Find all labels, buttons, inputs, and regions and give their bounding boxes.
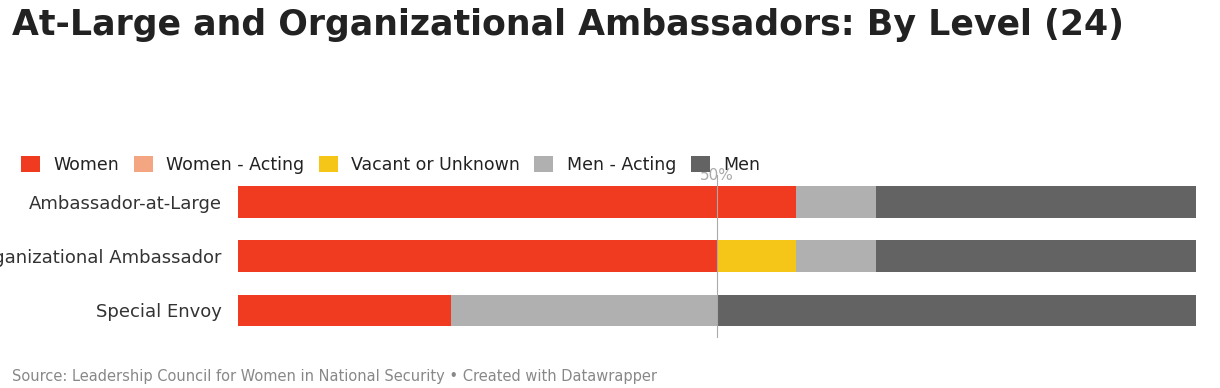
Bar <box>876 240 1196 272</box>
Bar <box>238 186 797 218</box>
Text: At-Large and Organizational Ambassadors: By Level (24): At-Large and Organizational Ambassadors:… <box>12 8 1124 42</box>
Bar <box>238 240 717 272</box>
Text: Source: Leadership Council for Women in National Security • Created with Datawra: Source: Leadership Council for Women in … <box>12 369 658 384</box>
Bar <box>717 240 797 272</box>
Bar <box>238 294 450 326</box>
Text: 50%: 50% <box>700 168 733 183</box>
Bar <box>717 294 1196 326</box>
Bar <box>876 186 1196 218</box>
Bar <box>797 240 876 272</box>
Bar <box>450 294 717 326</box>
Legend: Women, Women - Acting, Vacant or Unknown, Men - Acting, Men: Women, Women - Acting, Vacant or Unknown… <box>21 156 760 174</box>
Bar <box>797 186 876 218</box>
